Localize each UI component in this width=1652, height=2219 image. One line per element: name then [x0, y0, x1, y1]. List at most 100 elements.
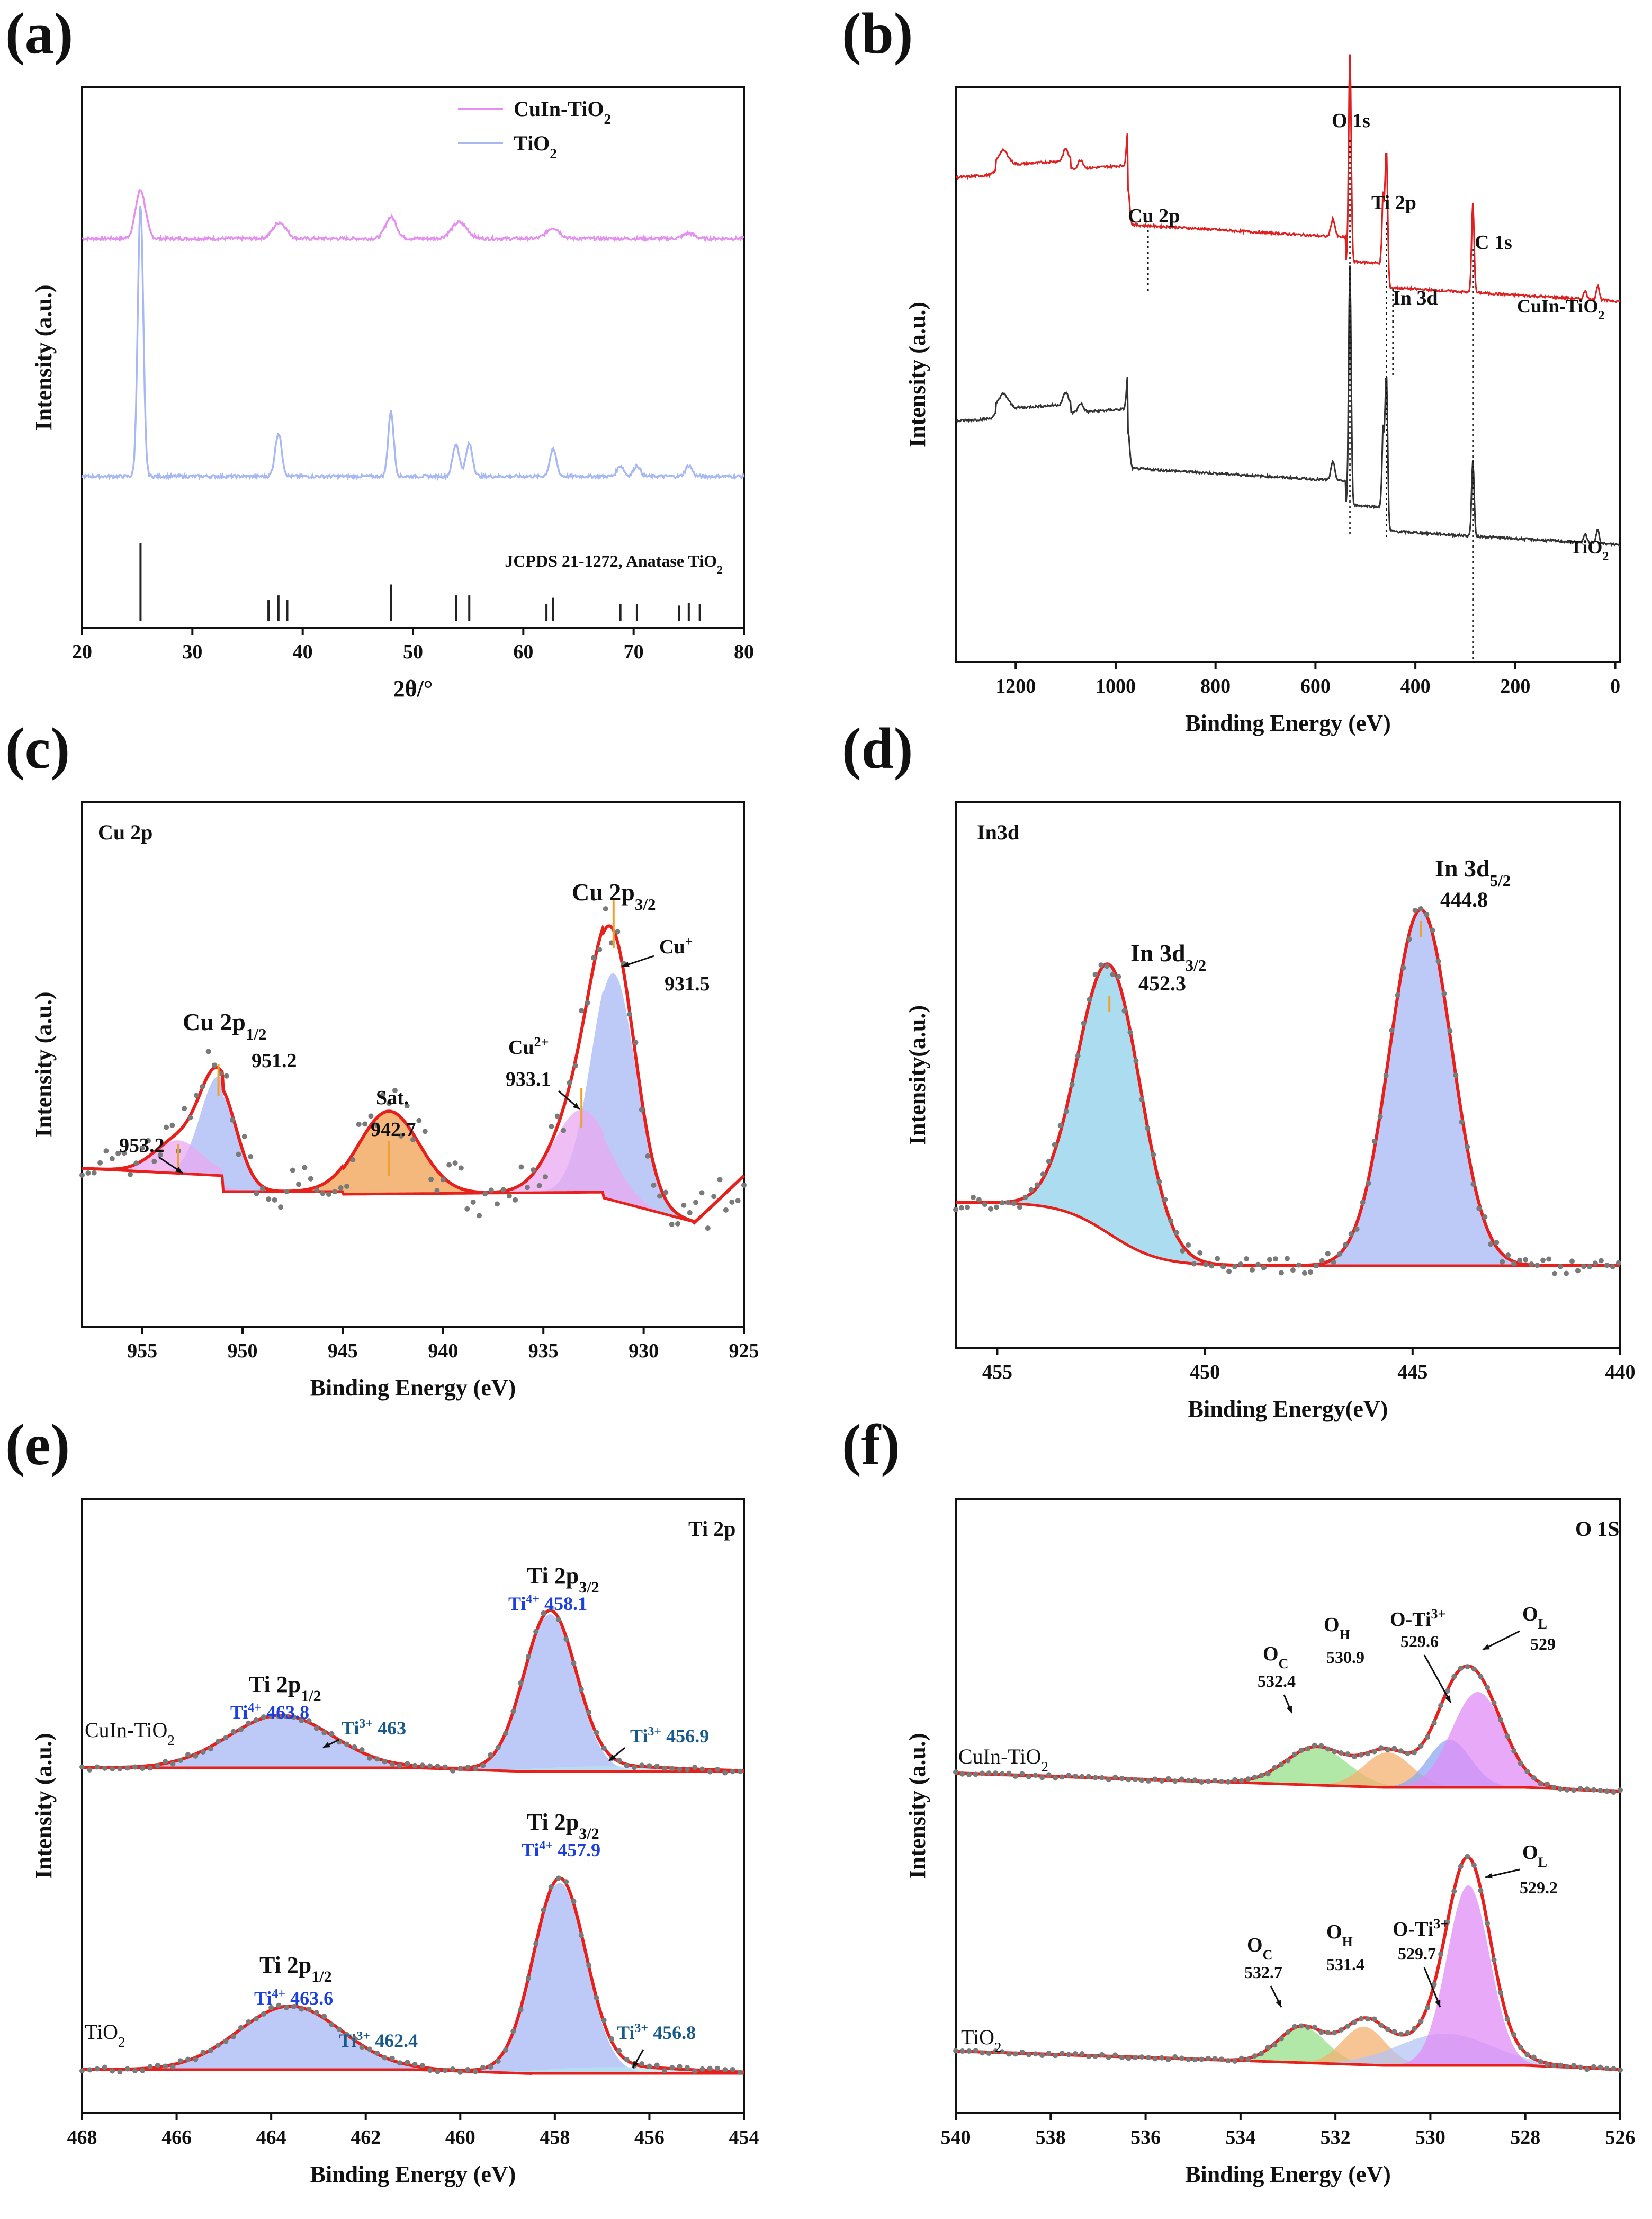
data-point	[1431, 1981, 1437, 1987]
data-point	[374, 1122, 380, 1128]
data-point	[715, 2065, 720, 2071]
label-953-2: 953.2	[119, 1134, 165, 1157]
data-point	[416, 1117, 422, 1123]
data-point	[986, 2051, 992, 2056]
data-point	[366, 2046, 372, 2052]
data-point	[662, 1765, 667, 1771]
data-point	[140, 2068, 146, 2073]
data-point	[1391, 2029, 1397, 2035]
data-point	[268, 2005, 274, 2010]
data-point	[1398, 1748, 1404, 1754]
label-529: 529	[1530, 1634, 1556, 1653]
data-point	[1034, 1182, 1040, 1188]
data-point	[1126, 1777, 1132, 1783]
data-point	[503, 2047, 508, 2053]
data-point	[531, 1167, 536, 1173]
data-point	[1145, 1125, 1151, 1131]
data-point	[1348, 1231, 1354, 1237]
data-point	[169, 1122, 175, 1128]
data-point	[1116, 974, 1121, 980]
data-point	[1099, 1775, 1105, 1780]
data-point	[1075, 1053, 1081, 1059]
x-tick-label: 40	[293, 641, 313, 663]
fit-component-0	[82, 1715, 744, 1772]
data-point	[973, 2047, 978, 2053]
data-point	[1301, 1270, 1307, 1276]
reference-label: JCPDS 21-1272, Anatase TiO2	[505, 551, 723, 576]
data-point	[397, 1762, 402, 1768]
data-point	[1285, 2029, 1291, 2035]
data-point	[94, 2066, 100, 2072]
data-point	[177, 2058, 183, 2064]
data-point	[541, 1610, 546, 1616]
data-point	[1290, 1267, 1296, 1273]
annotation-arrow	[1423, 1654, 1452, 1703]
data-point	[344, 1184, 349, 1189]
data-point	[1597, 1787, 1603, 1793]
data-point	[259, 1186, 265, 1192]
data-point	[657, 1193, 662, 1199]
data-point	[1534, 1263, 1540, 1268]
data-point	[440, 1177, 446, 1183]
data-point	[1485, 1685, 1490, 1690]
label-931-5: 931.5	[665, 973, 710, 995]
data-point	[308, 1176, 313, 1182]
series-label-cuin: CuIn-TiO2	[85, 1718, 175, 1748]
data-point	[639, 1107, 644, 1113]
data-point	[457, 2069, 463, 2075]
data-point	[1352, 1754, 1357, 1760]
data-point	[1435, 958, 1441, 964]
data-point	[1011, 1201, 1017, 1206]
y-axis-label: Intensity (a.u.)	[31, 991, 57, 1137]
data-point	[299, 1717, 304, 1723]
data-point	[1476, 1205, 1482, 1211]
data-point	[1494, 1240, 1500, 1246]
data-point	[675, 1221, 680, 1227]
data-point	[1165, 1776, 1171, 1782]
fit-component-2	[82, 1111, 744, 1223]
series-line-cuin	[955, 54, 1621, 303]
data-point	[246, 2019, 252, 2025]
data-point	[1575, 1268, 1581, 1274]
data-point	[338, 1185, 344, 1191]
data-point	[729, 1199, 735, 1205]
data-point	[482, 1191, 488, 1197]
x-tick-label: 458	[540, 2126, 570, 2149]
data-point	[1296, 1262, 1301, 1268]
data-point	[1400, 965, 1406, 971]
data-point	[313, 1725, 319, 1731]
data-point	[1511, 2032, 1517, 2038]
data-point	[434, 1188, 440, 1194]
data-point	[320, 1191, 326, 1196]
data-point	[1482, 1214, 1488, 1220]
label-456-9: Ti3+ 456.9	[630, 1725, 709, 1747]
data-point	[91, 1170, 97, 1176]
data-point	[1186, 1242, 1191, 1248]
data-point	[1378, 1745, 1384, 1751]
data-point	[1057, 1123, 1063, 1129]
data-point	[1592, 1260, 1598, 1266]
data-point	[238, 1726, 244, 1732]
data-point	[1564, 2064, 1570, 2070]
data-point	[193, 1753, 199, 1759]
data-point	[980, 2050, 985, 2056]
label-532-7: 532.7	[1244, 1963, 1282, 1982]
data-point	[687, 1210, 693, 1215]
data-point	[966, 2048, 972, 2054]
x-tick-label: 534	[1225, 2126, 1255, 2149]
data-point	[155, 1763, 160, 1769]
data-point	[1133, 1058, 1139, 1063]
data-point	[1411, 2026, 1417, 2032]
data-point	[435, 1764, 441, 1769]
series-line-1	[81, 205, 745, 481]
data-point	[124, 1765, 130, 1771]
data-point	[1272, 1765, 1278, 1770]
data-point	[1032, 1773, 1038, 1778]
data-point	[1511, 1748, 1517, 1754]
data-point	[1220, 1264, 1226, 1270]
data-point	[200, 1749, 206, 1755]
label-ol-b: OL	[1522, 1841, 1547, 1870]
arrow-head	[1435, 2000, 1441, 2007]
data-point	[238, 2025, 244, 2030]
